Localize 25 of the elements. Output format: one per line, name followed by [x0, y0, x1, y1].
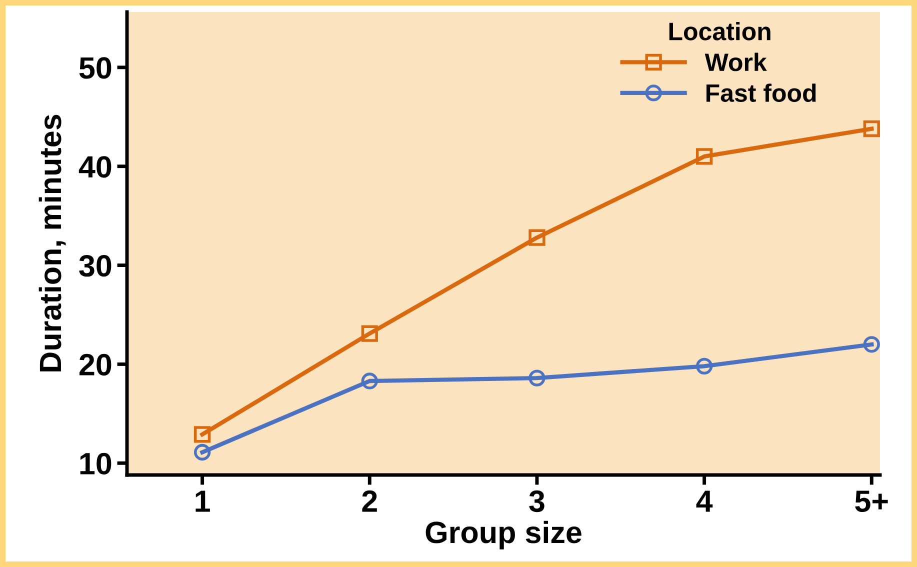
point: [361, 372, 378, 390]
x-axis-title: Group size: [426, 520, 582, 550]
point: [194, 426, 211, 443]
point: [194, 444, 211, 461]
x-tick-label: 4: [696, 490, 713, 512]
legend-label: Fast food: [706, 84, 816, 102]
point: [696, 358, 713, 375]
x-tick-label: 1: [196, 490, 210, 512]
point: [863, 336, 880, 353]
point: [361, 325, 378, 342]
legend-title: Location: [669, 22, 770, 40]
y-tick-label: 30: [79, 255, 112, 277]
x-tick-label: 2: [362, 490, 377, 512]
y-axis-title: Duration, minutes: [38, 114, 66, 372]
legend-label: Work: [704, 52, 767, 72]
point: [696, 148, 713, 165]
point: [528, 370, 546, 386]
x-tick-label: 5+: [855, 490, 888, 512]
y-tick-label: 40: [78, 156, 112, 178]
point: [528, 229, 546, 246]
y-tick-label: 50: [79, 57, 112, 79]
x-tick-label: 3: [529, 490, 544, 512]
y-tick-label: 20: [79, 354, 112, 376]
point: [863, 120, 880, 138]
y-tick-label: 10: [80, 452, 112, 474]
